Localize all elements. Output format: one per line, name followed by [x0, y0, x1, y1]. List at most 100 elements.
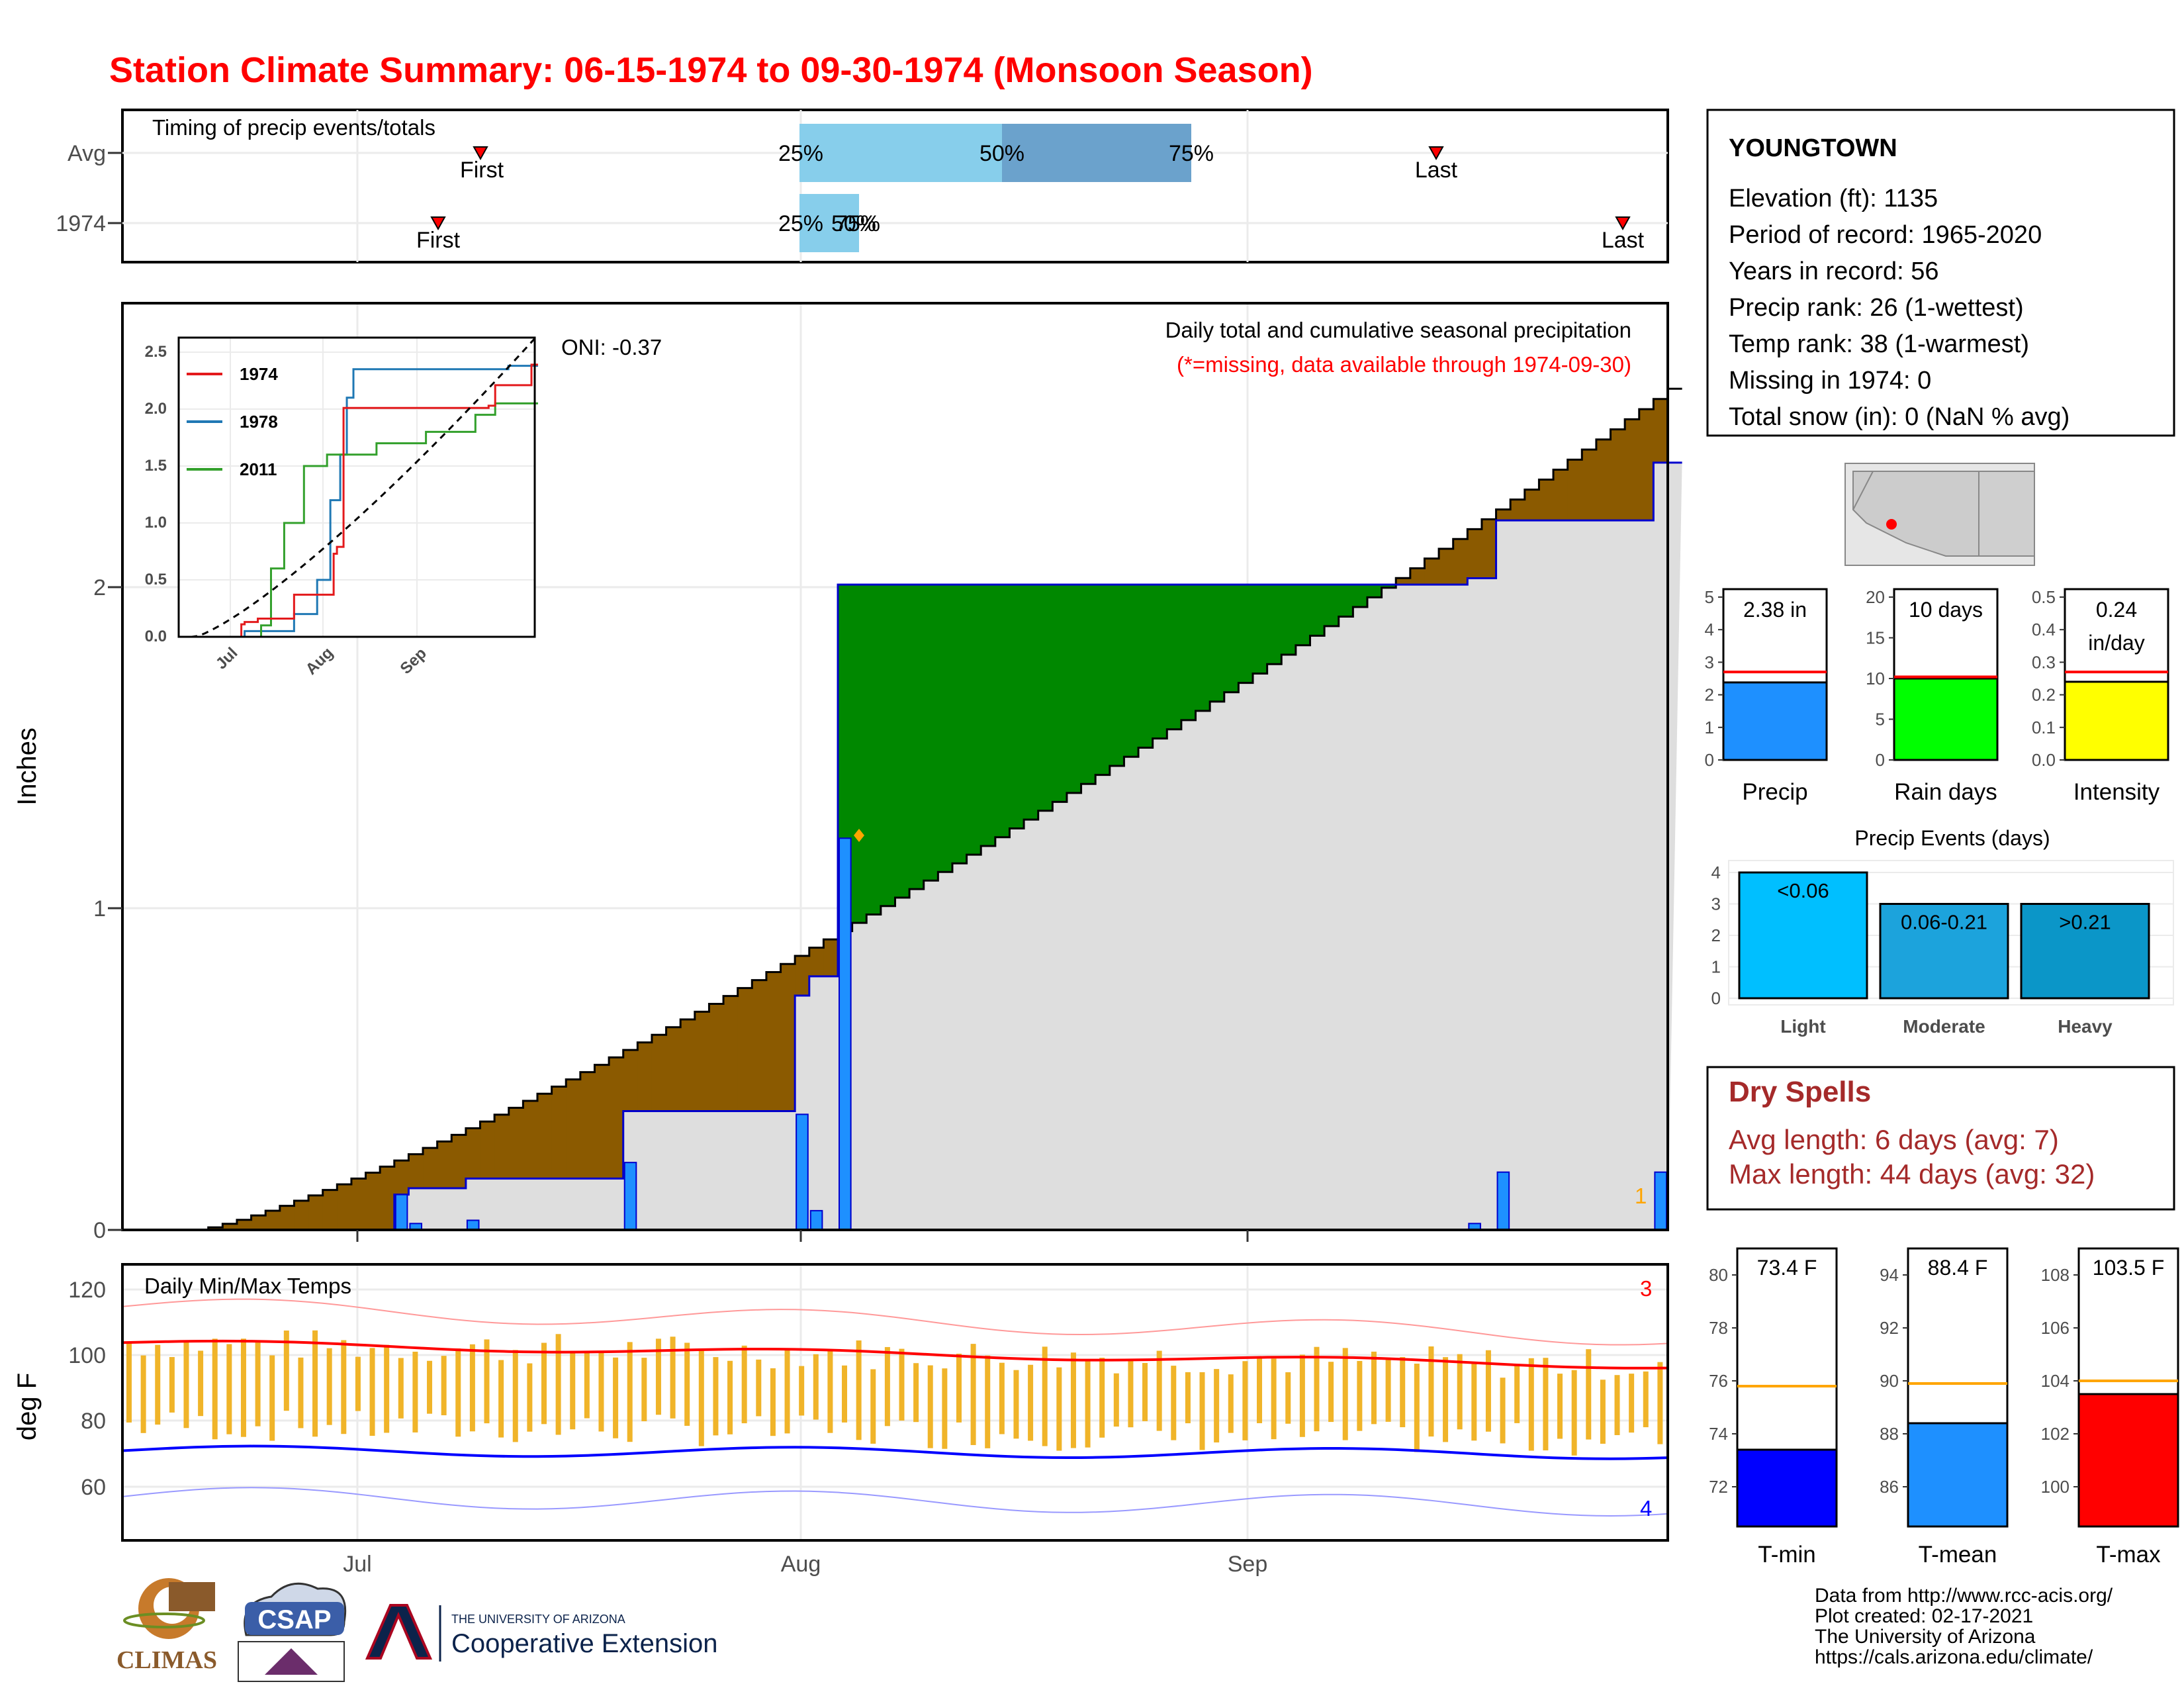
temp-summary-ytick: 94: [1880, 1265, 1899, 1285]
daily-temp-bar: [1500, 1378, 1506, 1444]
mini-bar-value-label: 2.38 in: [1743, 598, 1807, 622]
deficit-area: [537, 1094, 553, 1179]
deficit-area: [1582, 449, 1597, 521]
station-location-dot: [1886, 519, 1897, 530]
daily-temp-bar: [1028, 1364, 1034, 1441]
deficit-area: [1639, 409, 1654, 521]
mini-bar-label: Precip: [1742, 779, 1807, 805]
surplus-area: [1167, 585, 1182, 729]
footer-line-2: Plot created: 02-17-2021: [1815, 1605, 2033, 1627]
y1974-last-marker: [1615, 216, 1631, 231]
cumulative-precip-areas: [122, 387, 1682, 1231]
daily-temp-bar: [1414, 1364, 1420, 1452]
mini-bar-value: [1893, 677, 1999, 761]
daily-temp-bar: [942, 1368, 948, 1449]
deficit-area: [566, 1079, 581, 1179]
temp-summary-ytick: 106: [2041, 1318, 2070, 1338]
daily-temp-bar: [1471, 1362, 1477, 1441]
daily-precip-bar: [394, 1194, 408, 1231]
inset-legend-1974: 1974: [240, 364, 278, 384]
temp-summary-ytick: 102: [2041, 1424, 2070, 1444]
temp-label: Daily Min/Max Temps: [144, 1274, 351, 1298]
daily-temp-bar: [183, 1340, 189, 1429]
timing-label: Timing of precip events/totals: [152, 115, 435, 140]
daily-temp-bar: [913, 1363, 919, 1423]
daily-temp-bar: [355, 1356, 361, 1411]
deficit-area: [737, 988, 752, 1111]
station-line-4: Precip rank: 26 (1-wettest): [1729, 294, 2024, 322]
daily-precip-bar: [809, 1209, 823, 1231]
temp-summary-ytick: 88: [1880, 1424, 1899, 1444]
event-bar-light: [1738, 871, 1868, 1000]
daily-temp-bar: [398, 1358, 404, 1419]
daily-temp-bar: [1600, 1380, 1606, 1444]
y1974-pct-25: 25%: [778, 211, 823, 236]
daily-temp-bar: [1357, 1360, 1363, 1431]
temp-summary-ytick: 72: [1709, 1477, 1728, 1497]
y1974-quartile-bar: [799, 194, 859, 252]
daily-temp-bar: [1185, 1372, 1191, 1424]
deficit-area: [666, 1027, 681, 1111]
daily-temp-bar: [827, 1350, 833, 1433]
y1974-pct-50: 50%: [831, 211, 876, 236]
avg-quartile-bar-2: [1002, 124, 1191, 182]
daily-temp-bar: [541, 1342, 547, 1425]
max-marker-count: 1: [1635, 1184, 1647, 1208]
surplus-area: [852, 585, 867, 923]
climas-logo: CLIMAS: [116, 1578, 217, 1674]
events-title: Precip Events (days): [1854, 826, 2050, 850]
deficit-area: [1539, 479, 1554, 521]
surplus-area: [895, 585, 910, 898]
surplus-area: [1124, 585, 1139, 757]
mini-bar-value-label: 0.24: [2096, 598, 2137, 622]
deficit-area: [780, 964, 796, 1111]
daily-temp-bar: [999, 1362, 1005, 1434]
dry-spells-max: Max length: 44 days (avg: 32): [1729, 1158, 2095, 1190]
y1974-last-label: Last: [1602, 228, 1645, 253]
surplus-area: [1038, 585, 1053, 811]
main-ytick-2: 2: [93, 575, 106, 600]
mini-bar-ytick: 10: [1866, 669, 1885, 688]
daily-temp-bars: [126, 1330, 1663, 1456]
event-bar-moderate: [1879, 903, 2009, 1000]
event-bar-range: 0.06-0.21: [1901, 911, 1987, 934]
events-ytick: 3: [1711, 894, 1721, 914]
temp-summary-label: T-max: [2096, 1542, 2161, 1568]
temp-summary-value-bar: [2077, 1393, 2179, 1528]
temp-summary-ytick: 92: [1880, 1318, 1899, 1338]
daily-temp-bar: [198, 1350, 204, 1417]
temp-avg-lines: [122, 1298, 1668, 1517]
daily-temp-bar: [1142, 1363, 1148, 1421]
inset-cumulative-chart: 0.0 0.5 1.0 1.5 2.0 2.5 Jul Aug Sep 1974…: [145, 336, 538, 679]
deficit-area: [1481, 519, 1497, 579]
mini-bar-value: [1722, 681, 1828, 761]
daily-temp-bar: [1113, 1373, 1119, 1427]
daily-temp-bar: [1485, 1350, 1491, 1432]
daily-temp-bar: [240, 1338, 246, 1437]
daily-temp-bar: [1285, 1372, 1291, 1424]
avg-pct-50: 50%: [979, 141, 1024, 166]
deficit-area: [723, 996, 739, 1111]
avg-last-label: Last: [1415, 158, 1458, 183]
daily-temp-bar: [584, 1351, 590, 1419]
deficit-area: [380, 1166, 395, 1230]
daily-temp-bar: [512, 1350, 518, 1442]
avg-pct-25: 25%: [778, 141, 823, 166]
main-caption-missing: (*=missing, data available through 1974-…: [1177, 352, 1631, 377]
deficit-area: [236, 1219, 252, 1230]
daily-temp-bar: [1643, 1371, 1649, 1428]
temp-summary-t-min: 72 74 76 78 80 73.4 F T-min: [1709, 1247, 1838, 1568]
avg-cumulative-line: [122, 387, 1682, 1231]
surplus-area: [880, 585, 895, 906]
deficit-area: [680, 1019, 696, 1111]
location-map: [1844, 463, 2035, 566]
temp-summary-label: T-min: [1758, 1542, 1816, 1568]
temp-xtick-jul: Jul: [343, 1552, 371, 1577]
daily-temp-bar: [1385, 1360, 1391, 1422]
daily-temp-bar: [985, 1355, 991, 1448]
event-bar-label: Heavy: [2058, 1016, 2113, 1037]
avg-first-label: First: [460, 158, 504, 183]
daily-temp-bar: [169, 1357, 175, 1413]
mini-bar-ytick: 4: [1705, 620, 1714, 639]
